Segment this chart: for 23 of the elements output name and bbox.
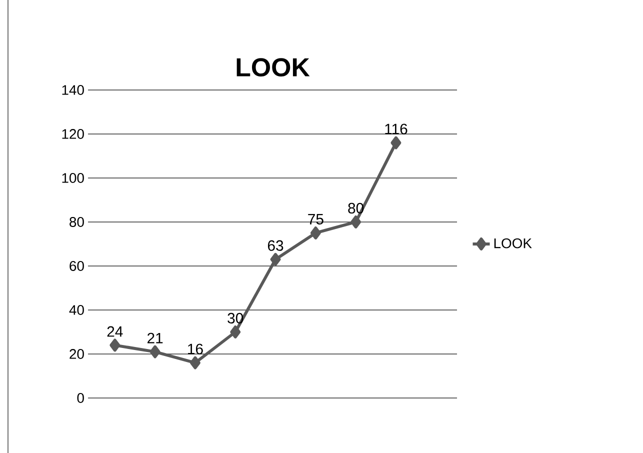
data-label: 116 bbox=[385, 124, 408, 134]
y-tick-label: 80 bbox=[70, 217, 84, 227]
point bbox=[310, 226, 321, 240]
chart-title: LOOK bbox=[236, 58, 310, 76]
data-label: 16 bbox=[188, 344, 203, 354]
y-tick-label: 0 bbox=[77, 393, 84, 403]
y-tick-label: 40 bbox=[69, 305, 84, 315]
point bbox=[390, 136, 402, 150]
point bbox=[230, 326, 241, 338]
point bbox=[110, 338, 120, 352]
point bbox=[270, 252, 281, 266]
point bbox=[150, 345, 160, 358]
y-tick-label: 100 bbox=[62, 173, 84, 183]
y-tick-label: 20 bbox=[70, 349, 84, 359]
y-tick-label: 120 bbox=[62, 129, 84, 139]
y-tick-label: 60 bbox=[70, 261, 84, 271]
data-label: 24 bbox=[107, 326, 123, 337]
legend-label: LOOK bbox=[494, 238, 532, 248]
point bbox=[190, 356, 200, 370]
data-label: 21 bbox=[147, 332, 163, 344]
data-label: 63 bbox=[268, 240, 284, 251]
y-tick-label: 140 bbox=[62, 85, 84, 95]
point bbox=[350, 216, 362, 228]
